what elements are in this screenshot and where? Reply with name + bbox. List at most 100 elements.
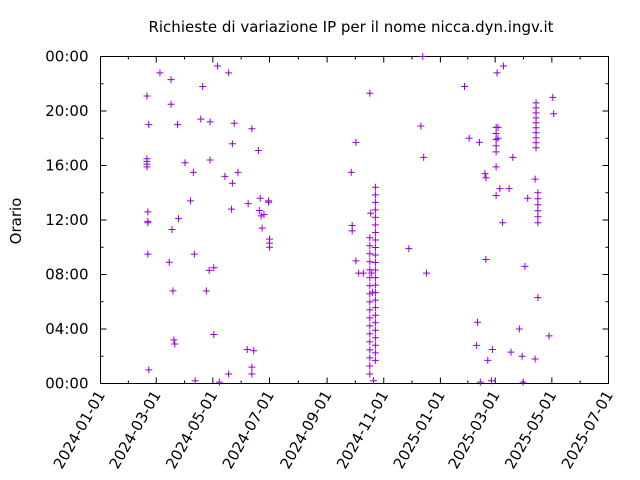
data-point — [348, 227, 356, 235]
data-point — [499, 219, 507, 227]
x-tick-label: 2024-01-01 — [50, 388, 109, 473]
data-point — [366, 290, 374, 298]
data-point — [420, 153, 428, 161]
data-point — [371, 243, 379, 251]
data-point — [509, 153, 517, 161]
data-point — [492, 129, 500, 137]
data-point — [225, 370, 233, 378]
data-point — [169, 287, 177, 295]
data-point — [248, 363, 256, 371]
data-point — [419, 53, 427, 60]
data-point — [250, 347, 258, 355]
x-tick-label: 2025-07-01 — [558, 388, 617, 473]
data-point — [366, 282, 374, 290]
data-point — [265, 198, 273, 206]
data-point — [484, 356, 492, 364]
data-point — [492, 142, 500, 150]
data-point — [170, 336, 178, 344]
x-tick-label: 2024-07-01 — [219, 388, 278, 473]
data-point — [461, 82, 469, 90]
data-point — [371, 198, 379, 206]
x-axis: 2024-01-012024-03-012024-05-012024-07-01… — [50, 56, 617, 473]
data-point — [371, 311, 379, 319]
data-point — [228, 179, 236, 187]
data-point — [215, 378, 223, 386]
data-point — [165, 258, 173, 266]
data-point — [370, 377, 378, 385]
data-point — [266, 243, 274, 251]
data-point — [534, 189, 542, 197]
data-point — [366, 234, 374, 242]
data-point — [174, 121, 182, 129]
data-point — [481, 170, 489, 178]
data-point — [366, 306, 374, 314]
data-point — [371, 206, 379, 214]
data-point — [371, 281, 379, 289]
data-point — [175, 215, 183, 223]
data-point — [144, 250, 152, 258]
data-point — [476, 378, 484, 386]
data-point — [371, 251, 379, 259]
x-tick-label: 2025-03-01 — [444, 388, 503, 473]
data-point — [371, 334, 379, 342]
data-point — [367, 209, 375, 217]
data-point — [371, 304, 379, 312]
data-point — [210, 264, 218, 272]
data-point — [366, 370, 374, 378]
y-tick-label: 12:00 — [45, 211, 88, 229]
x-tick-label: 2024-11-01 — [333, 388, 392, 473]
data-point — [156, 69, 164, 77]
data-point — [256, 194, 264, 202]
data-point — [359, 269, 367, 277]
y-axis-label: Orario — [7, 198, 25, 245]
data-point — [371, 183, 379, 191]
data-point — [371, 259, 379, 267]
data-point — [347, 168, 355, 176]
y-tick-label: 04:00 — [45, 320, 88, 338]
data-point — [473, 341, 481, 349]
data-point — [505, 185, 513, 193]
data-point — [366, 322, 374, 330]
data-point — [371, 356, 379, 364]
data-point — [254, 147, 262, 155]
chart-title: Richieste di variazione IP per il nome n… — [148, 18, 553, 36]
data-point — [366, 354, 374, 362]
data-point — [221, 172, 229, 180]
data-point — [352, 257, 360, 265]
data-point — [519, 378, 527, 386]
data-point — [366, 346, 374, 354]
data-point — [496, 185, 504, 193]
data-point — [475, 138, 483, 146]
data-point — [189, 168, 197, 176]
data-point — [210, 330, 218, 338]
data-point — [144, 219, 152, 227]
data-point — [524, 194, 532, 202]
data-point — [482, 174, 490, 182]
y-axis: 00:00 04:00 08:00 12:00 16:00 20:00 00:00 — [45, 48, 609, 393]
data-point — [260, 211, 268, 219]
data-point — [531, 175, 539, 183]
data-point — [550, 110, 558, 118]
data-point — [371, 213, 379, 221]
data-point — [352, 138, 360, 146]
data-point — [145, 366, 153, 374]
data-point — [144, 208, 152, 216]
data-point — [143, 163, 151, 171]
data-point — [167, 100, 175, 108]
data-point — [488, 345, 496, 353]
data-point — [228, 140, 236, 148]
data-point — [371, 319, 379, 327]
data-point — [145, 121, 153, 129]
data-point — [167, 76, 175, 84]
data-point — [492, 148, 500, 156]
data-point — [234, 168, 242, 176]
data-point — [534, 213, 542, 221]
data-point — [366, 298, 374, 306]
data-point — [197, 115, 205, 123]
data-point — [371, 349, 379, 357]
y-tick-label: 00:00 — [45, 375, 88, 393]
y-tick-label: 00:00 — [45, 48, 88, 66]
data-point — [465, 134, 473, 142]
data-point — [545, 332, 553, 340]
